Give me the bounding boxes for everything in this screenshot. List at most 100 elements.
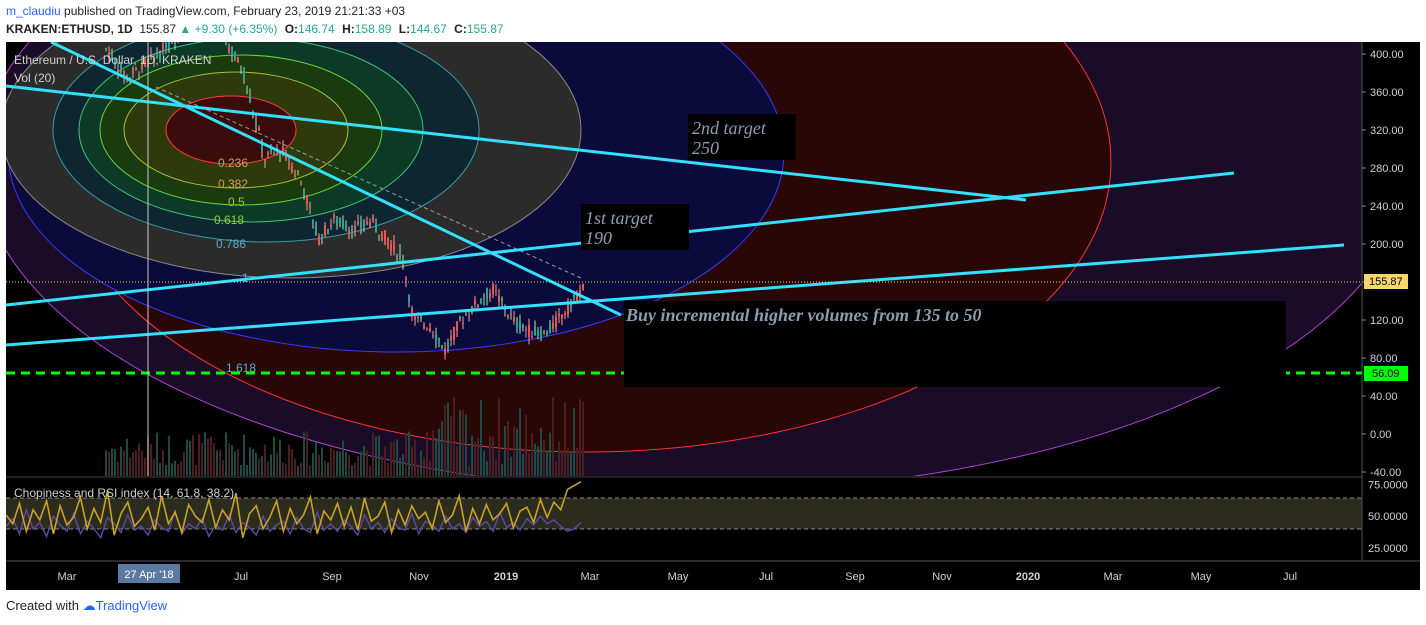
candle-body (537, 331, 539, 336)
volume-bar (537, 446, 539, 476)
publish-line: m_claudiu published on TradingView.com, … (6, 4, 405, 18)
candle-body (339, 218, 341, 224)
candle-body (570, 304, 572, 309)
volume-bar (285, 464, 287, 476)
candle-body (399, 251, 401, 254)
volume-bar (333, 449, 335, 476)
candle-body (543, 331, 545, 334)
volume-bar (339, 451, 341, 476)
volume-bar (405, 432, 407, 476)
tradingview-brand-link[interactable]: TradingView (95, 598, 168, 613)
time-tick-label: Jul (759, 571, 773, 583)
indicator-pane[interactable]: Chopiness and RSI index (14, 61.8, 38.2) (6, 478, 1362, 560)
candle-body (429, 328, 431, 332)
annotation-target2-line2: 250 (692, 138, 719, 158)
main-pane-title: Ethereum / U.S. Dollar, 1D, KRAKEN (14, 53, 211, 67)
price-tick-label: 80.00 (1370, 353, 1398, 365)
high-value: 158.89 (354, 22, 392, 36)
volume-bar (219, 449, 221, 476)
volume-bar (528, 453, 530, 476)
candle-body (540, 329, 542, 340)
volume-bar (114, 448, 116, 476)
time-tick-label: Mar (58, 571, 77, 583)
candle-body (159, 54, 161, 60)
volume-bar (342, 440, 344, 476)
volume-bar (483, 450, 485, 476)
volume-bar (570, 452, 572, 476)
time-tick-label: Sep (845, 571, 865, 583)
candle-body (426, 328, 428, 330)
indicator-pane-title: Chopiness and RSI index (14, 61.8, 38.2) (14, 486, 234, 500)
time-tick-label: Jul (1283, 571, 1297, 583)
time-tick-label: Mar (1104, 571, 1123, 583)
volume-bar (501, 464, 503, 476)
volume-bar (531, 433, 533, 476)
volume-bar (423, 457, 425, 476)
annotation-buy-text: Buy incremental higher volumes from 135 … (625, 305, 982, 325)
volume-bar (360, 451, 362, 476)
time-tick-label: Nov (409, 571, 429, 583)
candle-body (300, 180, 302, 182)
annotation-box-buy[interactable] (624, 301, 1286, 387)
volume-bar (462, 409, 464, 476)
volume-bar (516, 428, 518, 476)
candle-body (564, 313, 566, 316)
candle-body (567, 301, 569, 315)
volume-bar (231, 445, 233, 476)
volume-bar (453, 397, 455, 476)
annotation-box-target2[interactable] (688, 114, 796, 160)
candle-body (432, 335, 434, 337)
volume-bar (459, 410, 461, 476)
volume-bar (225, 432, 227, 476)
volume-bar (165, 465, 167, 476)
candle-body (267, 152, 269, 154)
author-link[interactable]: m_claudiu (6, 4, 61, 18)
candle-body (546, 331, 548, 337)
tradingview-logo-icon[interactable]: ☁ (82, 598, 96, 613)
candle-body (243, 70, 245, 80)
candle-body (357, 221, 359, 225)
volume-bar (555, 461, 557, 476)
candle-body (165, 42, 167, 52)
time-tick-label: May (668, 571, 689, 583)
volume-bar (201, 442, 203, 476)
candle-body (225, 42, 227, 46)
annotation-box-target1[interactable] (581, 204, 689, 250)
candle-body (573, 294, 575, 299)
candle-body (459, 316, 461, 320)
volume-bar (294, 458, 296, 476)
volume-bar (315, 442, 317, 476)
candle-body (369, 222, 371, 227)
candle-body (342, 220, 344, 228)
volume-bar (336, 450, 338, 476)
candle-body (462, 322, 464, 324)
support-price-tag-text: 56.09 (1372, 368, 1400, 380)
candle-body (549, 323, 551, 333)
trendline-lower-channel[interactable] (6, 243, 1345, 347)
trendline-resistance-long[interactable] (6, 84, 1027, 202)
volume-bar (552, 397, 554, 476)
candle-body (234, 52, 236, 59)
price-tick-label: 40.00 (1370, 391, 1398, 403)
candle-body (447, 342, 449, 347)
close-label: C: (454, 22, 467, 36)
price-axis[interactable]: 400.00360.00320.00280.00240.00200.00160.… (1361, 42, 1420, 560)
volume-bar (480, 399, 482, 476)
trendline-descending[interactable] (50, 42, 622, 317)
candle-body (129, 77, 131, 79)
volume-bar (363, 445, 365, 476)
candle-body (393, 241, 395, 251)
time-axis[interactable]: Mar Jul Sep Nov 2019 Mar May Jul Sep Nov 2020 Mar Ma… (6, 560, 1420, 590)
volume-bar (513, 426, 515, 476)
candle-body (324, 224, 326, 237)
volume-bar (471, 435, 473, 476)
volume-bar (456, 446, 458, 476)
volume-bar (369, 465, 371, 476)
volume-bar (390, 441, 392, 476)
price-tick-label: 240.00 (1370, 201, 1404, 213)
candle-body (174, 42, 176, 44)
fib-level-label: 0.382 (218, 177, 248, 191)
